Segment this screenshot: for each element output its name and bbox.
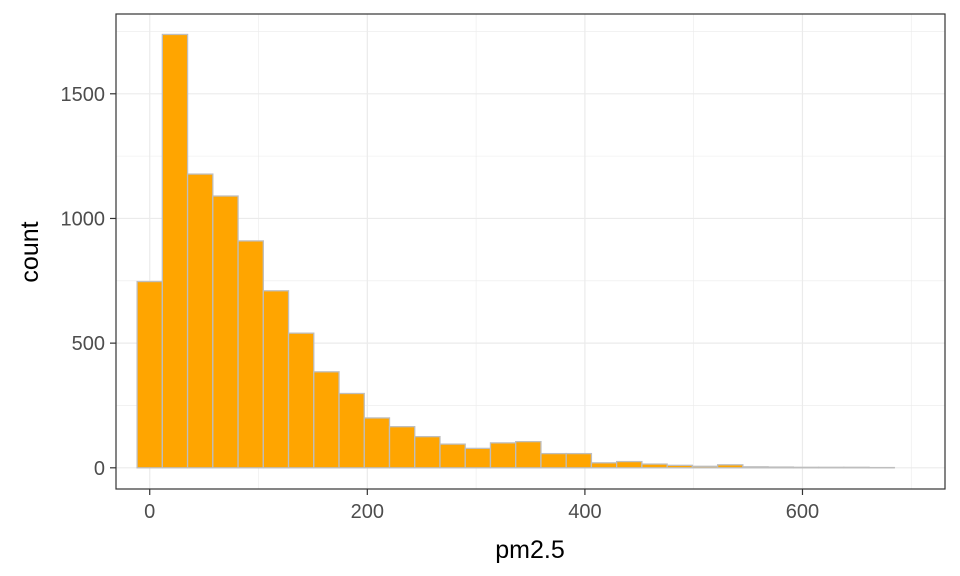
histogram-bar <box>767 466 794 469</box>
histogram-bar <box>262 290 290 469</box>
x-tick-label: 0 <box>144 501 155 523</box>
histogram-bar <box>742 466 769 469</box>
histogram-bar <box>691 465 719 469</box>
y-tick-label: 1500 <box>61 84 106 106</box>
x-axis: 0 200 400 600 <box>144 489 819 523</box>
y-axis: 0 500 1000 1500 <box>61 84 116 480</box>
histogram-bar <box>716 464 744 469</box>
x-tick-label: 400 <box>568 501 601 523</box>
histogram-bar <box>590 462 618 469</box>
histogram-bar <box>540 452 567 469</box>
x-axis-title: pm2.5 <box>495 536 564 564</box>
histogram-bar <box>287 332 315 469</box>
y-tick-label: 0 <box>94 458 105 480</box>
histogram-bar <box>439 443 466 469</box>
histogram-bar <box>363 417 391 469</box>
histogram-bar <box>313 371 340 469</box>
histogram-bar <box>641 463 668 469</box>
histogram-bar <box>565 452 593 469</box>
histogram-bar <box>212 195 239 469</box>
x-tick-label: 600 <box>786 501 819 523</box>
histogram-bar <box>515 440 542 469</box>
grid-minor <box>116 14 945 489</box>
histogram-bar <box>616 460 643 469</box>
histogram-bar <box>666 464 694 469</box>
histogram-bar <box>186 173 214 469</box>
histogram-bar <box>489 442 517 469</box>
x-tick-label: 200 <box>351 501 384 523</box>
y-axis-title: count <box>16 221 44 282</box>
histogram-bar <box>388 426 416 469</box>
histogram-bar <box>338 392 365 469</box>
histogram-bars <box>136 33 895 469</box>
histogram-bar <box>237 240 264 469</box>
histogram-bar <box>161 33 189 469</box>
histogram-bar <box>464 447 492 469</box>
histogram-bar <box>136 280 163 469</box>
panel-border <box>115 13 946 490</box>
y-tick-label: 1000 <box>61 208 106 230</box>
y-tick-label: 500 <box>72 333 105 355</box>
histogram-bar <box>414 435 441 469</box>
